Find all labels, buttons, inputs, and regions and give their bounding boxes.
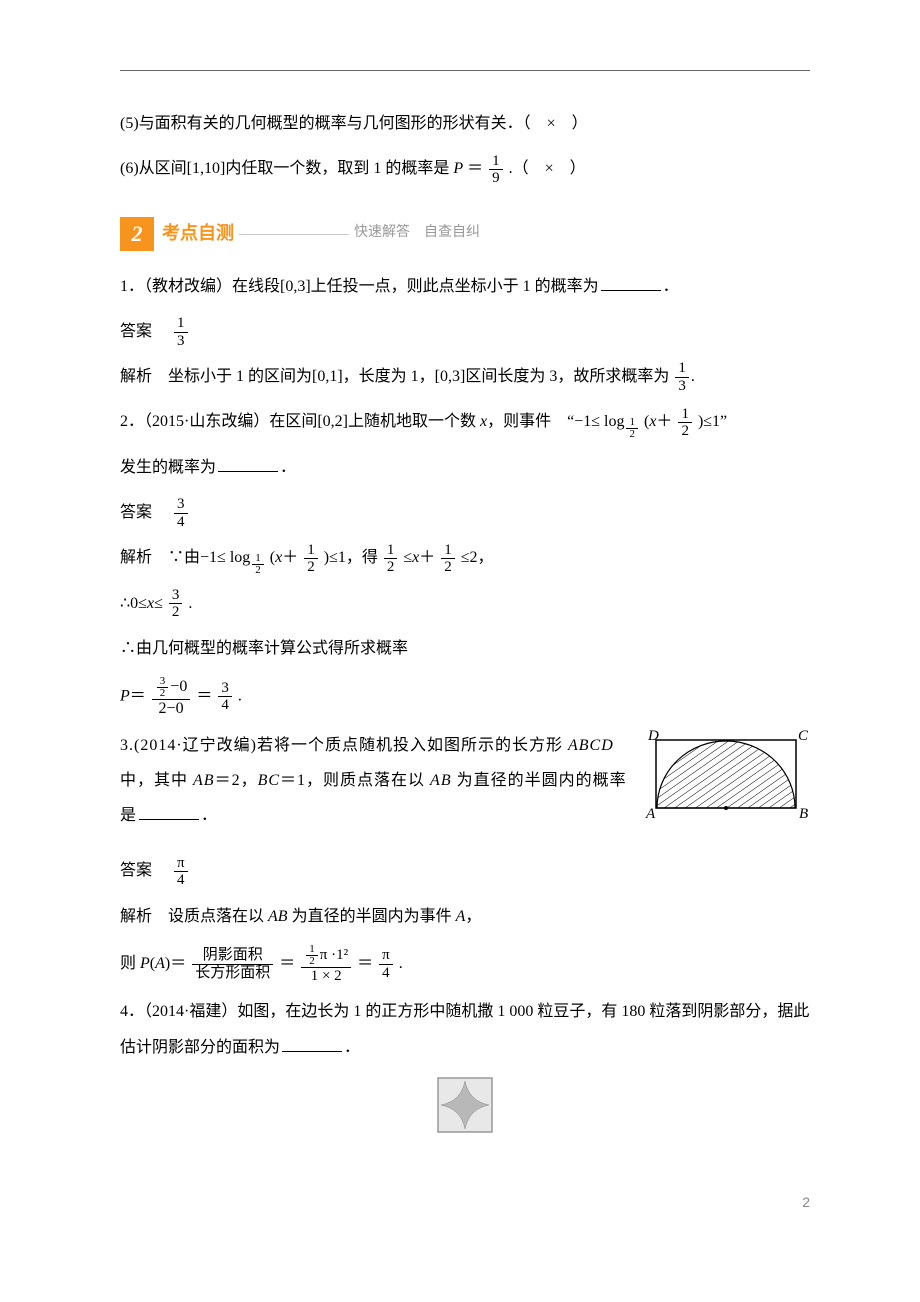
square-figure: [120, 1077, 810, 1142]
svg-text:D: D: [647, 728, 659, 744]
semicircle-svg: D C A B: [642, 728, 810, 823]
p2-explain-3: ∴由几何概型的概率计算公式得所求概率: [120, 631, 810, 666]
svg-text:C: C: [798, 728, 809, 744]
section-header: 2 考点自测 快速解答 自查自纠: [120, 217, 810, 251]
item-5-text: (5)与面积有关的几何概型的概率与几何图形的形状有关．（ × ）: [120, 115, 588, 132]
blank: [601, 275, 661, 291]
p2-explain-4: P＝ 32−0 2−0 ＝ 34 .: [120, 676, 810, 718]
p3-answer: 答案 π4: [120, 853, 810, 888]
compound-frac: 32−0 2−0: [152, 676, 191, 718]
frac-area: 阴影面积长方形面积: [192, 947, 273, 981]
page-number: 2: [120, 1191, 810, 1213]
svg-text:B: B: [799, 806, 808, 822]
p3-block: D C A B 3.(2014·辽宁改编)若将一个质点随机投入如图所示的长方形 …: [120, 728, 810, 844]
frac-3-4: 34: [174, 496, 188, 530]
frac-1-3: 1 3: [174, 315, 188, 349]
item-5: (5)与面积有关的几何概型的概率与几何图形的形状有关．（ × ）: [120, 106, 810, 141]
item-6-post: .（ × ）: [509, 160, 586, 177]
blank: [139, 804, 199, 820]
square-svg: [437, 1077, 493, 1133]
p2-question-2: 发生的概率为．: [120, 450, 810, 485]
frac-pi-4: π4: [174, 855, 188, 889]
item-6-P: P: [453, 160, 463, 177]
p3-explain-2: 则 P(A)＝ 阴影面积长方形面积 ＝ 12π ·1² 1 × 2 ＝ π4 .: [120, 944, 810, 985]
p1-explain: 解析 坐标小于 1 的区间为[0,1]，长度为 1，[0,3]区间长度为 3，故…: [120, 359, 810, 394]
frac-half: 12: [678, 406, 692, 440]
item-6-pre: (6)从区间[1,10]内任取一个数，取到 1 的概率是: [120, 160, 453, 177]
section-title: 考点自测: [162, 219, 234, 248]
section-number: 2: [120, 217, 154, 251]
p2-explain-2: ∴0≤x≤ 32 .: [120, 586, 810, 621]
p2-explain-1: 解析 ∵由−1≤ log12 (x＋ 12 )≤1，得 12 ≤x＋ 12 ≤2…: [120, 540, 810, 575]
item-6: (6)从区间[1,10]内任取一个数，取到 1 的概率是 P ＝ 1 9 .（ …: [120, 151, 810, 186]
frac-1-3b: 1 3: [675, 360, 689, 394]
frac-calc: 12π ·1² 1 × 2: [301, 944, 351, 985]
blank: [218, 456, 278, 472]
p1-answer: 答案 1 3: [120, 314, 810, 349]
p2-question: 2．（2015·山东改编）在区间[0,2]上随机地取一个数 x，则事件 “−1≤…: [120, 404, 810, 439]
p3-explain-1: 解析 设质点落在以 AB 为直径的半圆内为事件 A，: [120, 899, 810, 934]
frac-1-9: 1 9: [489, 153, 503, 187]
p1-question: 1．（教材改编）在线段[0,3]上任投一点，则此点坐标小于 1 的概率为．: [120, 269, 810, 304]
svg-text:A: A: [645, 806, 656, 822]
section-subtitle: 快速解答 自查自纠: [354, 222, 480, 244]
item-6-eq: ＝: [467, 160, 483, 177]
blank: [282, 1036, 342, 1052]
log-base: 12: [626, 417, 638, 440]
p4-question: 4．（2014·福建）如图，在边长为 1 的正方形中随机撒 1 000 粒豆子，…: [120, 994, 810, 1064]
semicircle-figure: D C A B: [642, 728, 810, 832]
top-rule: [120, 70, 810, 71]
p2-answer: 答案 34: [120, 495, 810, 530]
